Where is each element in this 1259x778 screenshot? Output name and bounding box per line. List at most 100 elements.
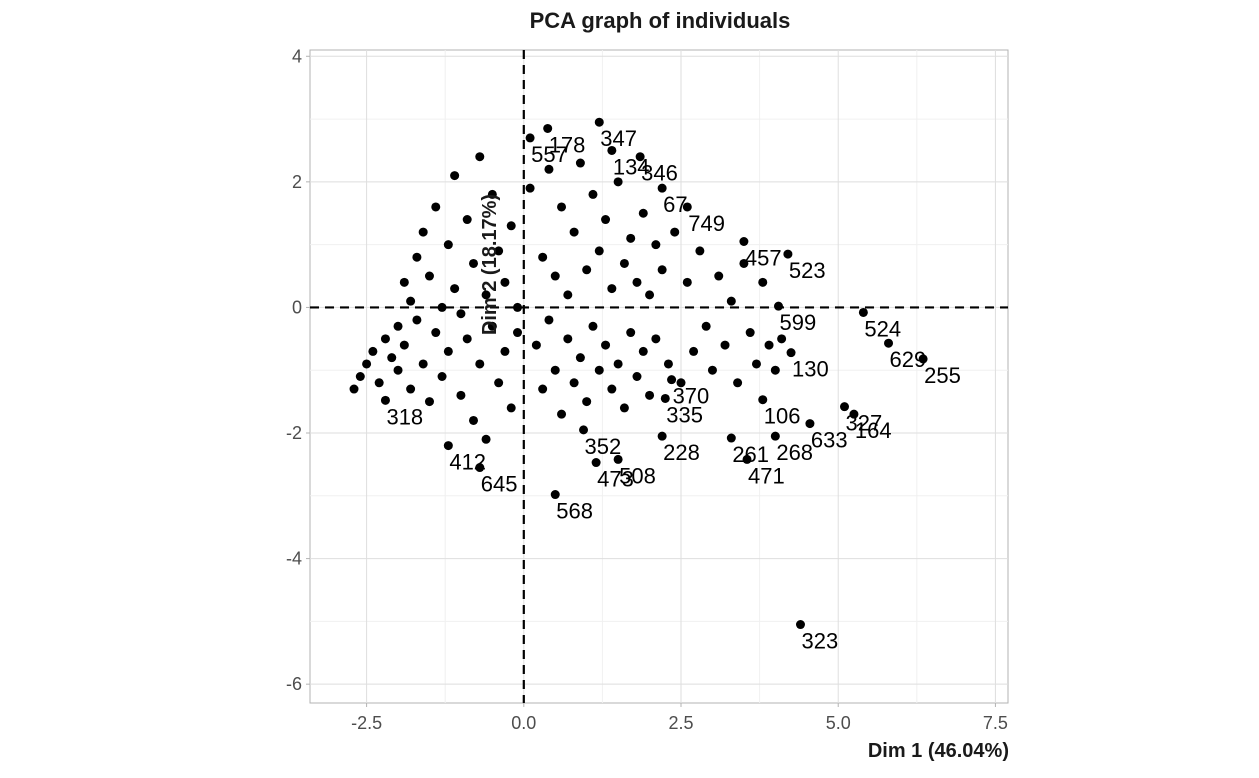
data-point [651, 334, 661, 344]
data-point [374, 378, 384, 388]
data-point-473 [591, 458, 601, 468]
data-point [538, 384, 548, 394]
data-point-749 [682, 202, 692, 212]
data-point [487, 321, 497, 331]
data-point [619, 258, 629, 268]
data-point [758, 277, 768, 287]
y-tick-label: -4 [286, 549, 302, 569]
data-point-318 [380, 395, 390, 405]
data-point [362, 359, 372, 369]
point-label-346: 346 [641, 161, 678, 186]
data-point-599 [773, 301, 783, 311]
point-label-335: 335 [666, 402, 703, 427]
data-point [462, 215, 472, 225]
point-label-261: 261 [732, 442, 769, 467]
data-point-508 [613, 454, 623, 464]
data-point [355, 372, 365, 381]
data-point [714, 271, 724, 281]
data-point [588, 189, 598, 199]
data-point [443, 346, 453, 356]
point-label-633: 633 [811, 428, 848, 453]
x-axis-label: Dim 1 (46.04%) [867, 740, 1009, 762]
data-point [399, 340, 409, 350]
data-point [468, 258, 478, 268]
chart-title: PCA graph of individuals [529, 8, 791, 33]
data-point [770, 365, 780, 375]
data-point [638, 346, 648, 356]
point-label-457: 457 [745, 246, 782, 271]
data-point [569, 227, 579, 237]
point-label-327: 327 [846, 411, 883, 436]
data-point [777, 334, 787, 344]
data-point-457 [739, 237, 749, 247]
data-point [494, 378, 504, 388]
data-point [406, 384, 416, 394]
data-point [412, 252, 422, 262]
data-point [443, 240, 453, 250]
data-point [745, 328, 755, 338]
data-point [557, 202, 567, 212]
data-point [550, 271, 560, 281]
data-point [663, 359, 673, 369]
data-point [601, 340, 611, 350]
data-point [638, 208, 648, 218]
x-tick-label: 2.5 [668, 713, 693, 733]
data-point [487, 189, 497, 199]
data-point-335 [660, 393, 670, 403]
data-point [475, 359, 485, 369]
data-point-164 [849, 409, 859, 419]
data-point [626, 233, 636, 243]
data-point [494, 246, 504, 256]
data-point [500, 346, 510, 356]
point-label-523: 523 [789, 258, 826, 283]
data-point [613, 359, 623, 369]
data-point [531, 340, 541, 350]
data-point [575, 353, 585, 363]
data-point [431, 328, 441, 338]
data-point [450, 171, 460, 181]
data-point [468, 415, 478, 425]
data-point [368, 346, 378, 356]
point-label-629: 629 [890, 347, 927, 372]
data-point-557 [525, 133, 535, 143]
y-axis-ticks: -6 -4 -2 0 2 4 [286, 46, 310, 694]
data-point [399, 277, 409, 287]
data-point [720, 340, 730, 350]
data-point [645, 390, 655, 400]
data-point [645, 290, 655, 300]
y-tick-label: 2 [292, 172, 302, 192]
reference-lines [310, 50, 1008, 703]
data-point [406, 296, 416, 306]
data-point [462, 334, 472, 344]
x-tick-label: 7.5 [983, 713, 1008, 733]
data-point [582, 265, 592, 275]
data-point [670, 227, 680, 237]
data-point-471 [742, 454, 752, 464]
data-point [569, 378, 579, 388]
data-point-629 [884, 338, 894, 348]
data-point [456, 390, 466, 400]
point-label-164: 164 [855, 418, 892, 443]
data-point [707, 365, 717, 375]
data-point-178 [543, 123, 553, 133]
y-tick-label: -2 [286, 423, 302, 443]
data-point-134 [607, 145, 617, 155]
point-label-524: 524 [864, 316, 901, 341]
data-point [588, 321, 598, 331]
data-point [689, 346, 699, 356]
point-label-134: 134 [613, 154, 650, 179]
data-point [538, 252, 548, 262]
data-point-347 [594, 117, 604, 127]
data-point [582, 397, 592, 407]
point-label-471: 471 [748, 463, 785, 488]
point-label-268: 268 [776, 440, 813, 465]
data-point [651, 240, 661, 250]
data-point [424, 397, 434, 407]
data-point [544, 164, 554, 174]
data-point-255 [918, 354, 928, 364]
point-label-130: 130 [792, 357, 829, 382]
data-point [695, 246, 705, 256]
x-tick-label: 5.0 [826, 713, 851, 733]
data-point-261 [726, 433, 736, 443]
